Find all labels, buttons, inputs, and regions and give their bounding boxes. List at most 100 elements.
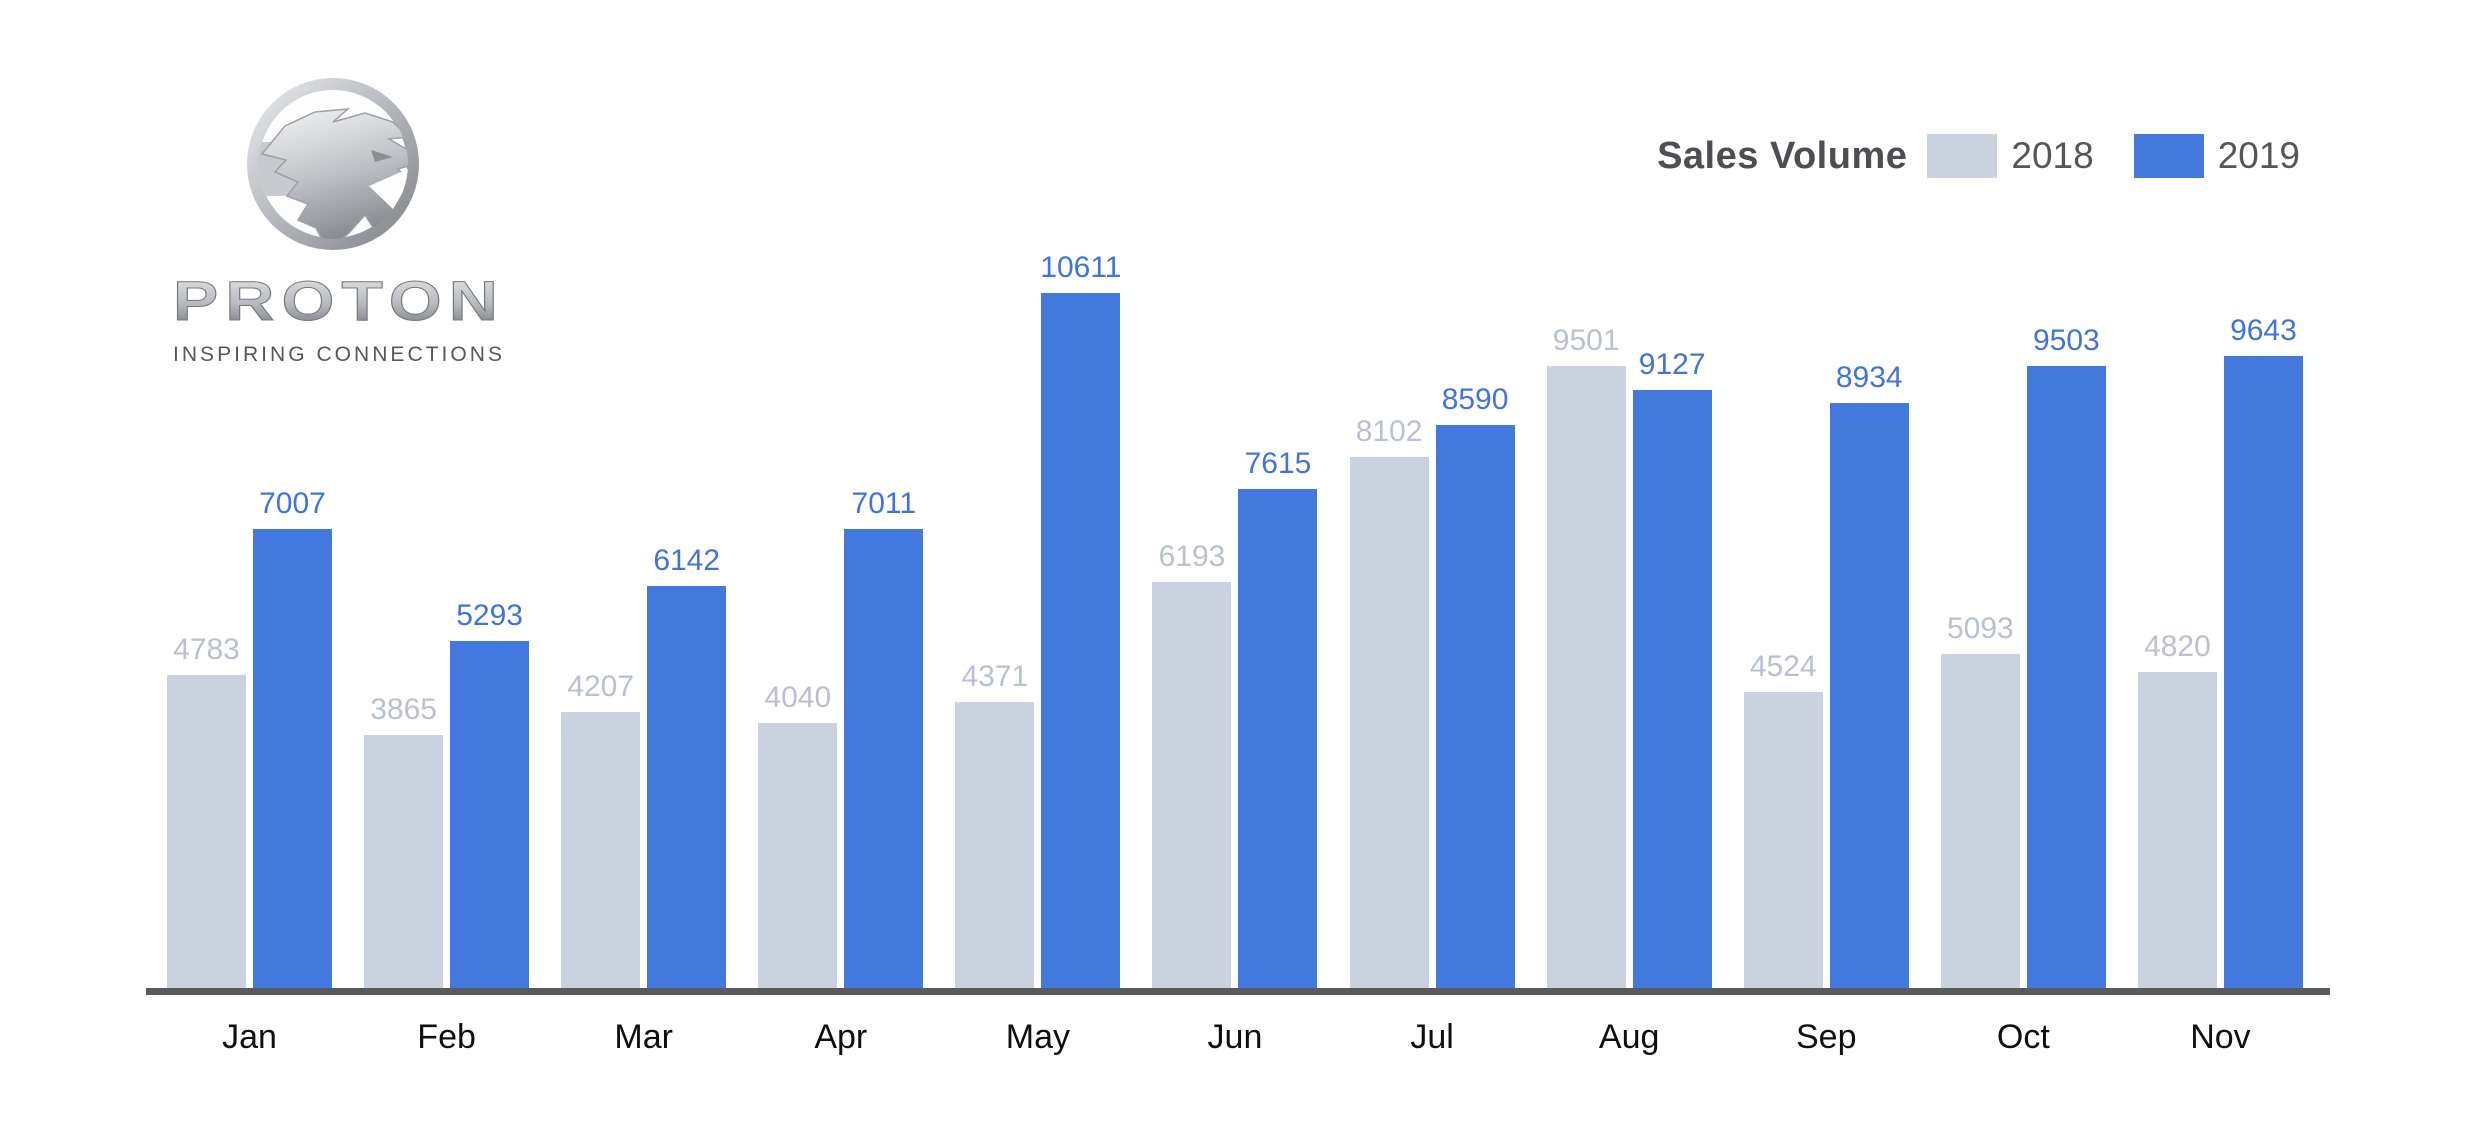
bar-group-jan: 4783 7007 (167, 489, 332, 988)
value-label-2019-jan: 7007 (259, 487, 326, 520)
bar-column-2019-mar: 6142 (647, 544, 727, 988)
bar-2019-aug (1632, 390, 1712, 988)
value-label-2019-mar: 6142 (653, 544, 721, 577)
legend-label-2019: 2019 (2217, 135, 2300, 176)
bar-2019-jul (1435, 425, 1515, 988)
bar-2018-may (955, 702, 1035, 988)
value-label-2019-jun: 7615 (1244, 447, 1312, 480)
proton-tiger-badge-icon: PROTON INSPIRING CONNECTIONS (173, 78, 505, 366)
bar-column-2019-nov: 9643 (2223, 314, 2303, 988)
bar-column-2018-oct: 5093 (1940, 612, 2020, 988)
legend-swatch-2019 (2133, 134, 2204, 178)
bar-column-2018-jun: 6193 (1152, 540, 1232, 988)
bar-column-2018-sep: 4524 (1743, 650, 1823, 988)
value-label-2018-apr: 4040 (764, 681, 832, 714)
bar-group-nov: 4820 9643 (2137, 314, 2303, 988)
month-label-jan: Jan (222, 1018, 277, 1056)
bar-group-sep: 4524 8934 (1743, 361, 1909, 988)
bar-2018-aug (1546, 366, 1626, 988)
bar-column-2019-aug: 9127 (1632, 348, 1712, 988)
x-axis-line (146, 988, 2330, 995)
bar-group-mar: 4207 6142 (561, 544, 727, 988)
bar-2018-oct (1940, 654, 2020, 988)
month-label-may: May (1005, 1018, 1070, 1056)
bar-2018-jul (1349, 457, 1429, 988)
bar-2018-jan (167, 675, 246, 988)
value-label-2018-aug: 9501 (1552, 324, 1620, 357)
bar-column-2019-feb: 5293 (450, 599, 530, 988)
month-label-jul: Jul (1410, 1018, 1454, 1056)
bar-column-2019-may: 10611 (1040, 251, 1122, 988)
bar-2018-jun (1152, 582, 1232, 988)
month-label-mar: Mar (614, 1018, 673, 1056)
legend-item-2018: 2018 (1927, 134, 2094, 178)
legend-title: Sales Volume (1657, 134, 1908, 177)
value-label-2019-oct: 9503 (2032, 324, 2100, 357)
logo-tagline: INSPIRING CONNECTIONS (173, 343, 505, 366)
bar-2019-jun (1238, 489, 1318, 988)
logo-wordmark: PROTON (173, 269, 505, 332)
bar-2018-sep (1743, 692, 1823, 988)
bar-column-2019-jan: 7007 (253, 489, 332, 988)
bar-group-may: 4371 10611 (955, 251, 1122, 988)
tiger-head-icon (258, 108, 408, 239)
month-label-jun: Jun (1207, 1018, 1263, 1056)
legend-label-2018: 2018 (2011, 135, 2094, 176)
value-label-2019-jul: 8590 (1441, 383, 1509, 416)
bar-column-2018-jul: 8102 (1349, 415, 1429, 988)
month-label-aug: Aug (1598, 1018, 1660, 1056)
bar-group-jul: 8102 8590 (1349, 383, 1515, 988)
value-label-2019-may: 10611 (1040, 251, 1122, 284)
bar-column-2018-aug: 9501 (1546, 324, 1626, 988)
bar-2019-sep (1829, 403, 1909, 988)
value-label-2018-mar: 4207 (567, 670, 635, 703)
value-label-2018-jul: 8102 (1355, 415, 1423, 448)
bar-2019-oct (2026, 366, 2106, 988)
bar-2019-feb (450, 641, 530, 988)
value-label-2019-nov: 9643 (2230, 314, 2297, 347)
bar-column-2018-apr: 4040 (758, 681, 838, 988)
bar-column-2019-oct: 9503 (2026, 324, 2106, 988)
bar-column-2019-jul: 8590 (1435, 383, 1515, 988)
value-label-2019-apr: 7011 (851, 487, 917, 520)
bar-2018-apr (758, 723, 838, 988)
month-label-apr: Apr (814, 1018, 868, 1056)
bar-column-2018-may: 4371 (955, 660, 1035, 988)
bar-column-2018-nov: 4820 (2137, 630, 2217, 988)
bar-group-aug: 9501 9127 (1546, 324, 1712, 988)
value-label-2018-jan: 4783 (173, 633, 240, 666)
value-label-2019-sep: 8934 (1835, 361, 1903, 394)
month-label-sep: Sep (1796, 1018, 1857, 1056)
value-label-2018-nov: 4820 (2144, 630, 2211, 663)
bar-2018-feb (364, 735, 444, 988)
bar-2019-apr (844, 529, 924, 988)
legend: Sales Volume 2018 2019 (1657, 134, 2300, 178)
bar-groups: 4783 7007 3865 5293 4207 6142 4040 7011 4371 1061… (146, 253, 2330, 988)
bar-2018-mar (561, 712, 641, 988)
bar-column-2019-apr: 7011 (844, 487, 924, 988)
bar-column-2018-jan: 4783 (167, 635, 246, 988)
value-label-2018-sep: 4524 (1749, 650, 1817, 683)
proton-logo: PROTON INSPIRING CONNECTIONS (165, 68, 525, 383)
bar-group-apr: 4040 7011 (758, 487, 924, 988)
value-label-2018-may: 4371 (961, 660, 1029, 693)
bar-2019-may (1041, 293, 1121, 988)
month-label-oct: Oct (1996, 1018, 2050, 1056)
bar-2019-jan (253, 529, 332, 988)
value-label-2019-aug: 9127 (1638, 348, 1706, 381)
bar-column-2018-feb: 3865 (364, 693, 444, 988)
bar-group-feb: 3865 5293 (364, 599, 530, 988)
legend-item-2019: 2019 (2133, 134, 2300, 178)
bar-column-2019-jun: 7615 (1238, 447, 1318, 988)
legend-swatch-2018 (1927, 134, 1998, 178)
value-label-2018-feb: 3865 (370, 693, 437, 726)
value-label-2018-jun: 6193 (1158, 540, 1226, 573)
month-labels: Jan Feb Mar Apr May Jun Jul Aug Sep Oct Nov (146, 1016, 2330, 1058)
bar-group-jun: 6193 7615 (1152, 447, 1318, 988)
bar-column-2018-mar: 4207 (561, 670, 641, 988)
bar-group-oct: 5093 9503 (1940, 324, 2106, 988)
value-label-2018-oct: 5093 (1946, 612, 2014, 645)
value-label-2019-feb: 5293 (456, 599, 523, 632)
bar-2019-nov (2223, 356, 2303, 988)
